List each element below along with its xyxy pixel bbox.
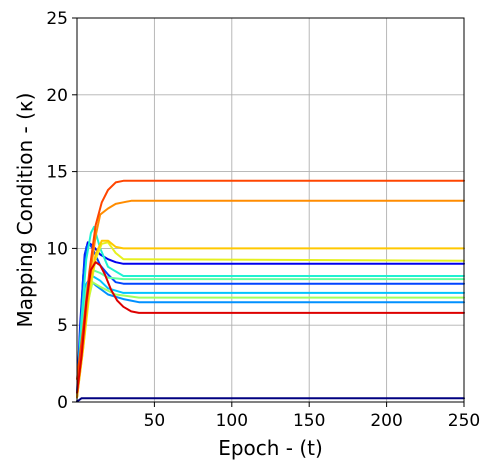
y-tick-label: 20 (46, 86, 68, 106)
x-tick-label: 200 (370, 411, 402, 431)
plot-frame (76, 17, 465, 403)
y-tick-label: 10 (46, 239, 68, 259)
series-line (76, 397, 465, 403)
ticks: 50 100 150 200 250 0 5 10 15 20 25 (46, 9, 480, 431)
x-tick-label: 100 (216, 411, 248, 431)
y-tick-label: 25 (46, 9, 68, 29)
x-axis-label: Epoch - (t) (218, 436, 323, 460)
x-tick-label: 150 (293, 411, 325, 431)
y-axis-label: Mapping Condition - (κ) (13, 93, 37, 328)
x-tick-label: 50 (144, 411, 166, 431)
y-tick-label: 0 (57, 393, 68, 413)
series-line (76, 225, 465, 399)
y-tick-label: 5 (57, 316, 68, 336)
series-line (76, 261, 465, 394)
series-group (76, 179, 465, 403)
y-tick-label: 15 (46, 163, 68, 183)
x-tick-label: 250 (448, 411, 480, 431)
